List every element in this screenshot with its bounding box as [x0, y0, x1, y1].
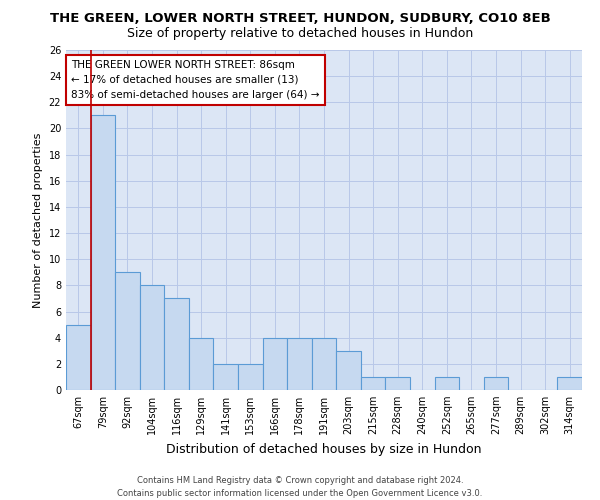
Bar — [115, 272, 140, 390]
Bar — [385, 377, 410, 390]
Bar — [557, 377, 582, 390]
Bar — [238, 364, 263, 390]
Bar — [484, 377, 508, 390]
Text: Size of property relative to detached houses in Hundon: Size of property relative to detached ho… — [127, 28, 473, 40]
Bar — [263, 338, 287, 390]
Bar — [434, 377, 459, 390]
X-axis label: Distribution of detached houses by size in Hundon: Distribution of detached houses by size … — [166, 442, 482, 456]
Text: Contains HM Land Registry data © Crown copyright and database right 2024.
Contai: Contains HM Land Registry data © Crown c… — [118, 476, 482, 498]
Bar — [189, 338, 214, 390]
Text: THE GREEN, LOWER NORTH STREET, HUNDON, SUDBURY, CO10 8EB: THE GREEN, LOWER NORTH STREET, HUNDON, S… — [50, 12, 550, 26]
Bar — [214, 364, 238, 390]
Bar — [336, 351, 361, 390]
Bar — [66, 324, 91, 390]
Text: THE GREEN LOWER NORTH STREET: 86sqm
← 17% of detached houses are smaller (13)
83: THE GREEN LOWER NORTH STREET: 86sqm ← 17… — [71, 60, 320, 100]
Bar — [140, 286, 164, 390]
Bar — [91, 116, 115, 390]
Bar — [287, 338, 312, 390]
Bar — [361, 377, 385, 390]
Bar — [312, 338, 336, 390]
Y-axis label: Number of detached properties: Number of detached properties — [33, 132, 43, 308]
Bar — [164, 298, 189, 390]
